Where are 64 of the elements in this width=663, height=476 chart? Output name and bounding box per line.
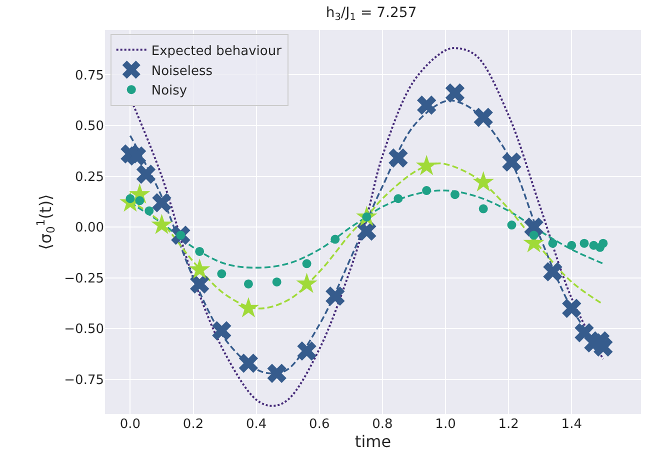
point: [330, 234, 340, 244]
point: [217, 269, 226, 278]
point: [190, 274, 210, 294]
point: [238, 297, 260, 318]
y-tick-label: −0.25: [64, 271, 104, 286]
point: [580, 238, 589, 248]
point: [238, 354, 258, 373]
point: [507, 220, 516, 230]
y-tick-label: 0.50: [75, 119, 104, 134]
point: [136, 164, 156, 184]
point: [598, 238, 608, 248]
point: [212, 321, 232, 340]
point: [135, 196, 144, 206]
legend-label: Noiseless: [151, 64, 213, 79]
point: [357, 222, 376, 241]
point: [296, 272, 318, 294]
x-tick-label: 0.2: [182, 417, 204, 432]
point: [151, 214, 172, 234]
x-tick-label: 0.4: [246, 417, 267, 432]
point: [394, 194, 403, 204]
y-tick-label: 0.75: [75, 68, 104, 84]
x-axis-title: time: [354, 432, 392, 451]
point: [450, 190, 460, 200]
point: [416, 96, 436, 115]
point: [548, 238, 558, 248]
point: [144, 206, 154, 216]
point: [474, 108, 493, 127]
point: [594, 337, 613, 357]
point: [524, 217, 544, 237]
x-tick-label: 0.0: [120, 417, 141, 432]
point: [567, 240, 576, 250]
y-tick-label: −0.75: [64, 373, 104, 388]
line-series: [132, 47, 604, 407]
point: [416, 154, 438, 176]
point: [543, 262, 562, 282]
point: [472, 171, 494, 192]
point: [244, 279, 253, 288]
point: [478, 204, 488, 214]
point: [267, 364, 286, 383]
x-tick-label: 0.6: [309, 417, 330, 432]
point: [195, 246, 204, 256]
x-tick-label: 1.2: [498, 417, 519, 432]
point: [529, 230, 538, 240]
point: [297, 341, 316, 361]
point: [326, 286, 345, 306]
point: [422, 186, 432, 196]
point: [562, 298, 582, 318]
point: [272, 277, 282, 286]
y-tick-label: 0.00: [75, 220, 104, 236]
x-tick-label: 1.0: [435, 417, 456, 432]
point: [152, 193, 172, 212]
x-tick-label: 0.8: [372, 417, 393, 432]
point: [445, 83, 465, 103]
chart-title: h$_{3}$/J$_{1}$ = 7.257: [326, 4, 417, 23]
legend-label: Expected behaviour: [151, 44, 282, 59]
point: [188, 258, 210, 279]
y-tick-label: 0.25: [75, 170, 104, 185]
x-tick-label: 1.4: [561, 417, 582, 432]
point: [388, 148, 408, 168]
legend-label: Noisy: [151, 84, 188, 99]
point: [126, 146, 146, 166]
y-tick-label: −0.50: [64, 322, 104, 338]
point: [502, 152, 522, 172]
point: [302, 259, 312, 268]
